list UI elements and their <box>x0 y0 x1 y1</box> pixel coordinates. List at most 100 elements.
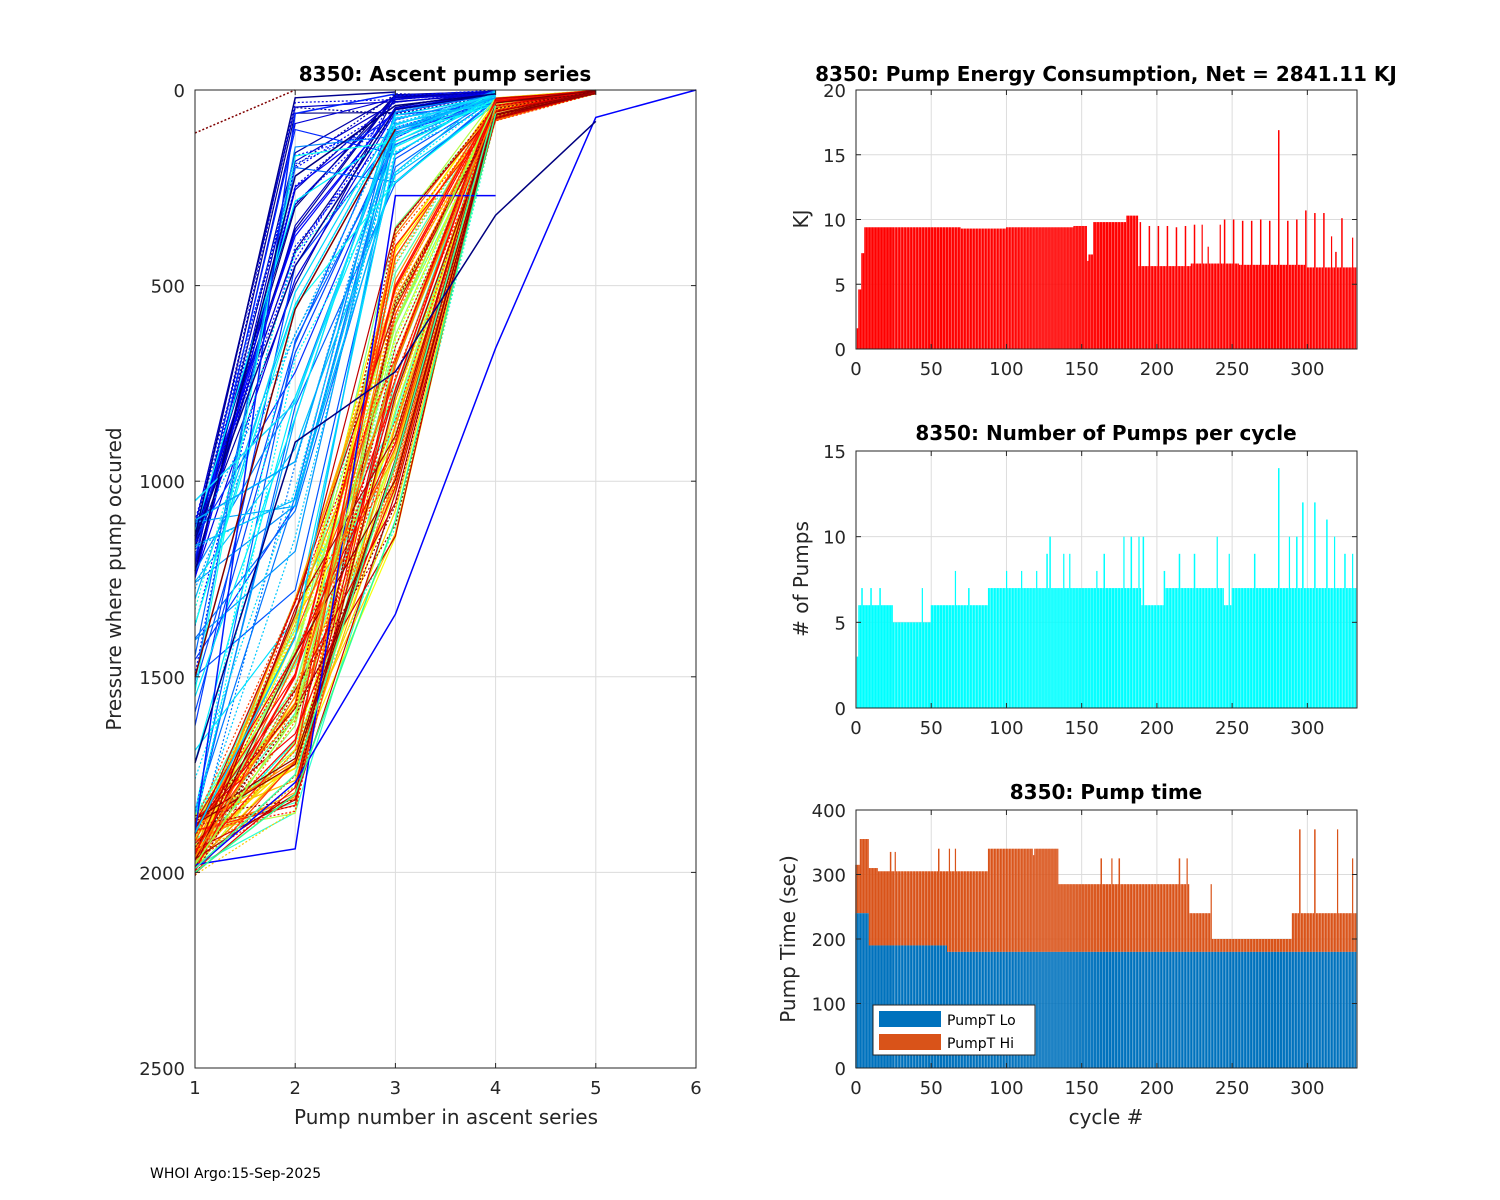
pumptime-hi-bar <box>983 871 985 952</box>
npumps-bar <box>1222 588 1224 708</box>
pumptime-hi-bar <box>1214 939 1217 952</box>
pumptime-lo-bar <box>1150 951 1152 1068</box>
pumptime-lo-bar <box>1228 951 1230 1068</box>
pumptime-hi-bar <box>1097 884 1099 952</box>
energy-bar <box>1138 266 1140 349</box>
x-tick-label: 300 <box>1290 359 1324 380</box>
pumptime-hi-bar <box>921 871 923 946</box>
pumptime-hi-bar <box>1344 913 1346 952</box>
energy-bar <box>1094 222 1096 349</box>
pumptime-lo-bar <box>1052 951 1054 1068</box>
pumptime-hi-bar <box>1157 884 1160 952</box>
npumps-bar <box>1039 588 1041 708</box>
energy-bar <box>942 227 945 349</box>
pumptime-lo-bar <box>1085 951 1087 1068</box>
npumps-bar <box>948 605 951 708</box>
pumptime-hi-bar <box>1006 848 1008 952</box>
pumptime-hi-bar <box>933 871 935 946</box>
npumps-bar <box>1109 588 1112 708</box>
energy-bar <box>1075 225 1077 349</box>
y-tick-label: 2000 <box>139 863 185 884</box>
x-tick-label: 250 <box>1215 359 1249 380</box>
pumptime-lo-bar <box>1045 951 1047 1068</box>
npumps-bar <box>1272 588 1274 708</box>
pumptime-hi-bar <box>1323 913 1325 952</box>
pumptime-hi-bar <box>1247 939 1250 952</box>
pumptime-hi-bar <box>1004 848 1006 952</box>
energy-bar <box>1016 227 1018 349</box>
pumptime-lo-bar <box>1208 951 1211 1068</box>
npumps-bar <box>1063 553 1065 708</box>
energy-bar <box>1145 266 1148 349</box>
pumptime-lo-bar <box>1259 951 1262 1068</box>
npumps-bar <box>1025 588 1027 708</box>
pumptime-lo-bar <box>868 945 871 1068</box>
npumps-bar <box>1250 588 1253 708</box>
npumps-bar <box>1338 588 1340 708</box>
pumptime-hi-bar <box>1031 848 1033 952</box>
energy-bar <box>1120 222 1122 349</box>
energy-bar <box>1169 266 1172 349</box>
npumps-bar <box>1070 588 1072 708</box>
ascent-series-line <box>194 93 496 542</box>
energy-bar <box>1287 220 1289 349</box>
x-tick-label: 200 <box>1140 718 1174 739</box>
energy-bar <box>1060 227 1062 349</box>
npumps-bar <box>1037 588 1039 708</box>
pumptime-lo-bar <box>1240 951 1242 1068</box>
energy-bar <box>1220 263 1223 349</box>
pumptime-hi-bar <box>1034 848 1036 952</box>
pumptime-hi-bar <box>1327 913 1330 952</box>
pumptime-lo-bar <box>1220 951 1223 1068</box>
pumptime-lo-bar <box>1181 951 1184 1068</box>
npumps-bar <box>971 605 973 708</box>
energy-bar <box>1353 267 1355 349</box>
ascent-series-line <box>194 91 396 537</box>
npumps-bar <box>891 605 893 708</box>
npumps-bar <box>1284 588 1286 708</box>
pumptime-hi-bar <box>1297 913 1300 952</box>
energy-bar <box>986 228 988 349</box>
energy-bar <box>907 227 910 349</box>
npumps-bar <box>1027 588 1029 708</box>
npumps-bar <box>1088 588 1090 708</box>
ascent-series-line <box>194 104 496 549</box>
energy-bar <box>1246 264 1248 349</box>
energy-bar <box>1087 260 1089 349</box>
pumptime-hi-bar <box>1187 884 1190 952</box>
npumps-bar <box>1013 588 1015 708</box>
pumptime-lo-bar <box>1099 951 1101 1068</box>
energy-bar <box>1311 267 1313 349</box>
pumptime-lo-bar <box>1162 951 1164 1068</box>
pumptime-lo-bar <box>1067 951 1069 1068</box>
pumptime-lo-bar <box>1253 951 1256 1068</box>
npumps-bar <box>1177 588 1179 708</box>
npumps-bar <box>986 605 988 708</box>
npumps-bar <box>876 605 878 708</box>
x-tick-label: 250 <box>1215 718 1249 739</box>
energy-bar <box>1012 227 1014 349</box>
pumptime-lo-bar <box>1055 951 1057 1068</box>
energy-bar <box>922 227 925 349</box>
npumps-bar <box>1067 588 1069 708</box>
pumptime-lo-bar <box>1118 951 1121 1068</box>
pumptime-lo-bar <box>861 913 863 1068</box>
npumps-bar <box>1100 588 1102 708</box>
npumps-bar <box>983 605 985 708</box>
pumptime-hi-bar <box>1084 884 1086 952</box>
pumptime-lo-bar <box>1127 951 1130 1068</box>
energy-bar <box>1031 227 1033 349</box>
energy-bar <box>1156 266 1158 349</box>
npumps-bar <box>1061 588 1063 708</box>
npumps-bar <box>1064 588 1066 708</box>
npumps-bar <box>886 605 889 708</box>
ascent-series-line <box>194 95 496 834</box>
pumptime-lo-bar <box>1226 951 1229 1068</box>
energy-bar <box>1294 264 1297 349</box>
pumptime-lo-bar <box>1204 951 1206 1068</box>
pumptime-hi-bar <box>1349 913 1351 952</box>
npumps-bar <box>978 605 981 708</box>
npumps-bar <box>1106 588 1108 708</box>
npumps-bar <box>1309 588 1312 708</box>
x-tick-label: 0 <box>850 1078 861 1099</box>
